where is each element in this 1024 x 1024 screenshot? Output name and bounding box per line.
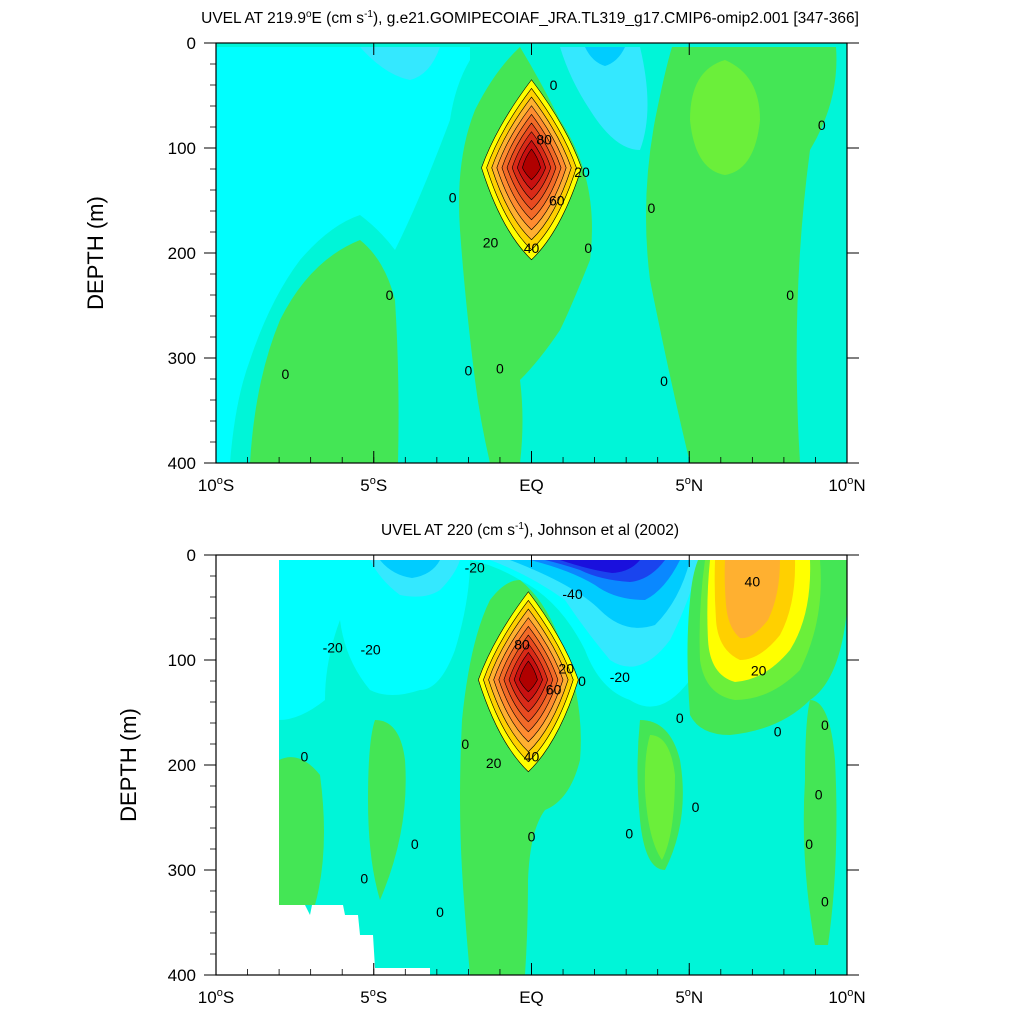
- eastward-lobe: [250, 240, 399, 463]
- contour-label: 40: [745, 573, 761, 589]
- contour-label: 0: [528, 828, 536, 844]
- contour-label: -20: [465, 560, 485, 576]
- cyan-blob: [560, 47, 648, 150]
- y-tick-label: 0: [187, 34, 196, 53]
- contour-label: -20: [360, 642, 380, 658]
- contour-label: 20: [574, 164, 590, 180]
- euc-core: [478, 591, 579, 773]
- x-tick-label: 10oS: [198, 475, 234, 495]
- contour-label: 0: [436, 904, 444, 920]
- contour-label: 0: [805, 836, 813, 852]
- contour-label: 0: [496, 361, 504, 377]
- eastward-band: [646, 47, 837, 463]
- contour-band: [522, 148, 541, 181]
- y-tick-label: 100: [168, 139, 196, 158]
- panel-title: UVEL AT 219.9oE (cm s-1), g.e21.GOMIPECO…: [201, 9, 859, 27]
- contour-label: 0: [774, 723, 782, 739]
- model-uvel-panel: UVEL AT 219.9oE (cm s-1), g.e21.GOMIPECO…: [83, 9, 866, 495]
- contour-label: 0: [821, 717, 829, 733]
- y-tick-label: 300: [168, 861, 196, 880]
- contour-label: 0: [386, 287, 394, 303]
- contour-label: 0: [584, 240, 592, 256]
- y-axis-label: DEPTH (m): [116, 708, 141, 822]
- euc-core: [481, 79, 582, 261]
- contour-label: 0: [660, 373, 668, 389]
- observed-uvel-panel: UVEL AT 220 (cm s-1), Johnson et al (200…: [116, 521, 866, 1007]
- y-tick-label: 400: [168, 454, 196, 473]
- eastward-core: [690, 60, 760, 175]
- y-tick-label: 0: [187, 546, 196, 565]
- contour-label: 0: [411, 836, 419, 852]
- weak-westward-region: [279, 560, 470, 720]
- contour-label: 60: [549, 193, 565, 209]
- x-tick-label: EQ: [519, 476, 544, 495]
- y-tick-label: 200: [168, 244, 196, 263]
- contour-labels: 0 80 20 60 0 0 20 40 0 0 0 0 0 0 0 0: [282, 77, 826, 389]
- y-tick-label: 300: [168, 349, 196, 368]
- x-tick-label: 10oN: [828, 475, 865, 495]
- contour-label: 0: [692, 799, 700, 815]
- contour-label: 0: [625, 825, 633, 841]
- y-tick-label: 100: [168, 651, 196, 670]
- cyan-blob-core: [585, 47, 625, 66]
- contour-label: 20: [558, 660, 574, 676]
- x-tick-label: 5oN: [675, 475, 703, 495]
- contour-label: 80: [514, 636, 530, 652]
- contour-label: 0: [647, 200, 655, 216]
- x-tick-label: 10oN: [828, 987, 865, 1007]
- x-tick-label: 5oS: [360, 475, 387, 495]
- contour-label: 20: [486, 755, 502, 771]
- contour-label: 0: [461, 736, 469, 752]
- contour-label: 0: [818, 117, 826, 133]
- contour-label: 0: [821, 894, 829, 910]
- contour-label: -20: [610, 669, 630, 685]
- contour-label: 0: [465, 363, 473, 379]
- contour-label: 0: [786, 287, 794, 303]
- contour-label: -20: [323, 639, 343, 655]
- contour-label: 0: [282, 366, 290, 382]
- contour-field: [279, 560, 847, 975]
- contour-label: 80: [536, 132, 552, 148]
- contour-label: -40: [562, 586, 582, 602]
- contour-label: 0: [360, 870, 368, 886]
- contour-label: 20: [483, 235, 499, 251]
- x-tick-label: 5oN: [675, 987, 703, 1007]
- contour-label: 0: [300, 749, 308, 765]
- contour-band: [518, 660, 538, 693]
- contour-label: 60: [546, 681, 562, 697]
- panel-title: UVEL AT 220 (cm s-1), Johnson et al (200…: [381, 521, 679, 539]
- cyan-blob: [360, 47, 440, 80]
- y-axis-label: DEPTH (m): [83, 196, 108, 310]
- contour-label: 40: [524, 240, 540, 256]
- y-tick-label: 400: [168, 966, 196, 985]
- x-tick-label: 10oS: [198, 987, 234, 1007]
- contour-label: 0: [815, 786, 823, 802]
- contour-field: [216, 43, 847, 463]
- contour-label: 20: [751, 663, 767, 679]
- contour-label: 0: [550, 77, 558, 93]
- contour-label: 0: [578, 673, 586, 689]
- x-tick-label: EQ: [519, 988, 544, 1007]
- contour-label: 0: [449, 189, 457, 205]
- x-tick-label: 5oS: [360, 987, 387, 1007]
- y-tick-label: 200: [168, 756, 196, 775]
- contour-label: 0: [676, 710, 684, 726]
- contour-label: 40: [524, 749, 540, 765]
